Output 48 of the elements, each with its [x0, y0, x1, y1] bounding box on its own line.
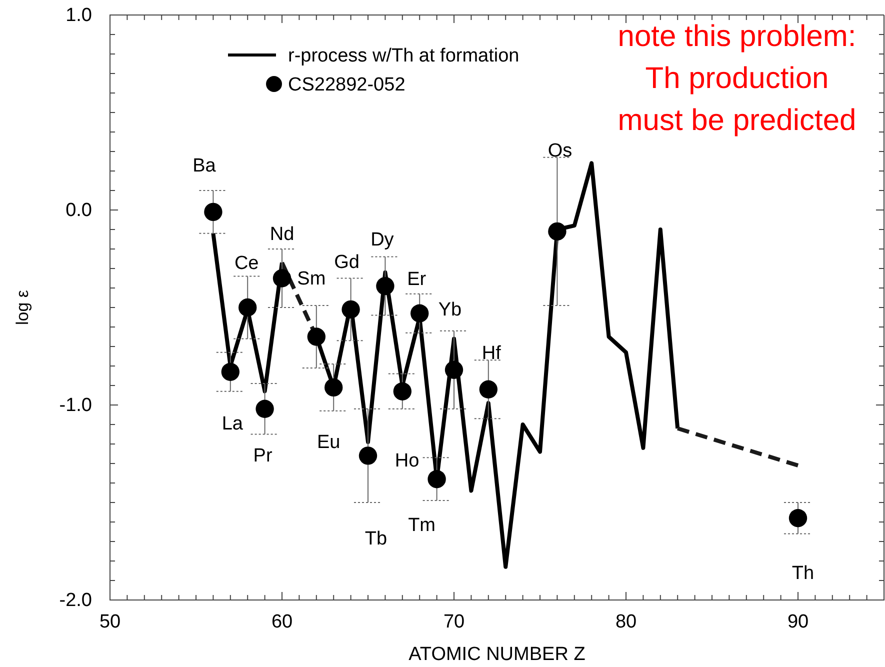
- point: [428, 470, 446, 488]
- annotation: Sm: [297, 268, 326, 290]
- point: [376, 276, 394, 296]
- annotation: Gd: [334, 252, 360, 274]
- x-axis-title: ATOMIC NUMBER Z: [408, 644, 586, 665]
- point: [324, 378, 343, 397]
- point: [256, 400, 274, 418]
- annotation: Os: [548, 140, 572, 162]
- point: [548, 222, 566, 241]
- annotation: note this problem: Th production must be predicted: [618, 20, 856, 137]
- x-tick-label: 60: [271, 611, 293, 632]
- point: [393, 382, 412, 400]
- annotation: Ho: [394, 450, 420, 472]
- y-tick-label: -1.0: [59, 395, 92, 416]
- y-tick-label: 0.0: [66, 200, 92, 222]
- annotation: Eu: [316, 432, 340, 454]
- point: [272, 269, 292, 288]
- point: [342, 300, 360, 319]
- point: [410, 304, 429, 322]
- y-tick-label: 1.0: [66, 5, 92, 26]
- point: [444, 360, 464, 379]
- annotation: Dy: [370, 230, 394, 251]
- x-tick-label: 50: [99, 611, 121, 632]
- legend-label: r-process w/Th at formation: [288, 46, 520, 67]
- x-tick-label: 90: [787, 611, 809, 632]
- point: [238, 298, 257, 317]
- point: [358, 446, 378, 465]
- x-tick-label: 70: [443, 611, 465, 632]
- annotation: Th: [792, 562, 814, 584]
- annotation: La: [222, 414, 244, 434]
- annotation: Nd: [270, 224, 294, 245]
- x-tick-label: 80: [615, 611, 637, 632]
- point: [788, 509, 808, 528]
- point: [307, 328, 326, 346]
- annotation: Yb: [438, 300, 462, 321]
- y-tick-label: -2.0: [59, 590, 92, 612]
- annotation: Tb: [364, 528, 388, 550]
- annotation: Hf: [482, 343, 502, 364]
- annotation: Ce: [234, 253, 259, 274]
- point: [221, 362, 240, 381]
- annotation: Ba: [192, 156, 216, 177]
- annotation: Er: [407, 269, 427, 290]
- y-axis-title: log ε: [13, 290, 32, 325]
- legend-label: CS22892-052: [288, 74, 406, 96]
- point: [204, 202, 222, 222]
- annotation: Pr: [253, 446, 273, 467]
- point: [479, 380, 498, 398]
- annotation: Tm: [408, 514, 436, 536]
